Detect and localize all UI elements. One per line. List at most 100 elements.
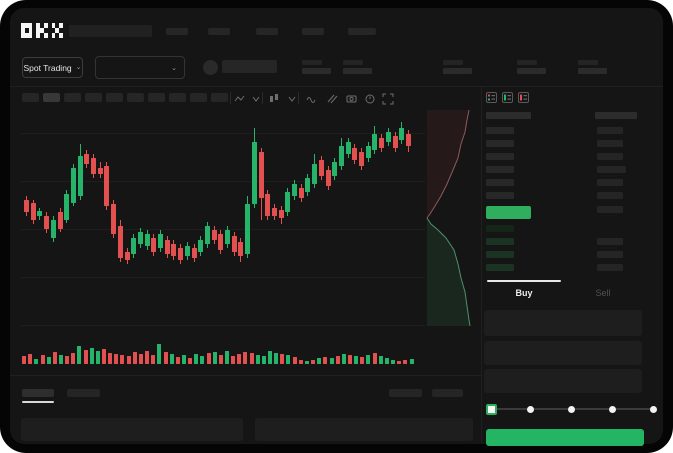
timeframe-chip[interactable] [127, 93, 144, 102]
ask-price-placeholder[interactable] [486, 140, 514, 147]
depth-chart[interactable] [425, 108, 481, 327]
bottom-tab-history[interactable] [67, 389, 100, 397]
volume-bar [384, 358, 389, 364]
ask-price-placeholder[interactable] [486, 166, 514, 173]
candle-body [345, 142, 351, 154]
slider-handle[interactable] [486, 404, 497, 415]
camera-icon[interactable] [346, 92, 358, 104]
volume-bar [335, 356, 340, 364]
timeframe-chip[interactable] [148, 93, 165, 102]
bid-amount-placeholder[interactable] [597, 251, 623, 258]
nav-item-placeholder[interactable] [302, 28, 324, 35]
ask-price-placeholder[interactable] [486, 179, 514, 186]
search-bar-placeholder[interactable] [69, 25, 152, 37]
volume-bar [28, 354, 33, 364]
ask-amount-placeholder[interactable] [597, 140, 623, 147]
pair-selector-dropdown[interactable]: ⌄ [95, 56, 185, 79]
volume-bar [181, 355, 186, 364]
bid-amount-placeholder[interactable] [597, 238, 623, 245]
tab-sell[interactable]: Sell [595, 288, 611, 298]
timeframe-chip[interactable] [22, 93, 39, 102]
toolbar-separator [262, 92, 263, 104]
panel-divider [481, 87, 482, 443]
amount-input-placeholder[interactable] [484, 341, 642, 365]
nav-item-placeholder[interactable] [166, 28, 188, 35]
timeframe-chip[interactable] [85, 93, 102, 102]
draw-icon[interactable] [326, 92, 338, 104]
buy-submit-button[interactable] [486, 429, 644, 446]
candles-style-icon[interactable] [268, 92, 280, 104]
candle-body [151, 238, 157, 252]
chevron-down-icon[interactable] [286, 92, 298, 104]
market-type-dropdown[interactable]: Spot Trading ⌄ [22, 57, 83, 78]
volume-chart[interactable] [20, 338, 425, 366]
bottom-action-placeholder[interactable] [432, 389, 463, 397]
candle-body [405, 134, 411, 146]
ask-amount-placeholder[interactable] [597, 192, 623, 199]
candle-body [325, 170, 331, 186]
bid-price-placeholder[interactable] [486, 251, 514, 258]
ask-price-placeholder[interactable] [486, 127, 514, 134]
ask-price-placeholder[interactable] [486, 153, 514, 160]
chevron-down-icon[interactable] [250, 92, 262, 104]
volume-bar [249, 353, 254, 364]
last-price-bar[interactable] [486, 206, 531, 219]
timeframe-chip[interactable] [190, 93, 207, 102]
candle-body [131, 238, 137, 254]
okx-logo[interactable] [21, 23, 63, 38]
volume-bar [237, 354, 242, 364]
toolbar-separator [298, 92, 299, 104]
nav-item-placeholder[interactable] [256, 28, 278, 35]
volume-bar [409, 359, 414, 364]
slider-step-dot[interactable] [568, 405, 575, 413]
ask-price-placeholder[interactable] [486, 192, 514, 199]
tab-buy[interactable]: Buy [515, 288, 533, 298]
volume-bar [341, 354, 346, 364]
volume-bar [261, 356, 266, 364]
volume-bar [194, 354, 199, 364]
volume-bar [71, 353, 76, 364]
nav-item-placeholder[interactable] [348, 28, 376, 35]
fullscreen-icon[interactable] [382, 92, 394, 105]
candle-body [352, 148, 358, 160]
slider-step-dot[interactable] [650, 405, 657, 413]
candle-body [399, 128, 405, 140]
book-bids-view-icon[interactable] [502, 90, 513, 103]
price-input-placeholder[interactable] [484, 310, 642, 336]
candle-body [265, 194, 271, 216]
book-split-view-icon[interactable] [486, 90, 497, 103]
ask-amount-placeholder[interactable] [597, 153, 623, 160]
candle-body [245, 204, 251, 254]
timeframe-chip[interactable] [106, 93, 123, 102]
bid-price-placeholder[interactable] [486, 264, 514, 271]
volume-bar [52, 352, 57, 364]
slider-step-dot[interactable] [527, 405, 534, 413]
ask-amount-placeholder[interactable] [597, 166, 626, 173]
bid-price-placeholder[interactable] [486, 225, 514, 232]
timer-icon[interactable] [364, 92, 376, 104]
ask-amount-placeholder[interactable] [597, 127, 623, 134]
bid-amount-placeholder[interactable] [597, 264, 623, 271]
indicator-icon[interactable] [306, 92, 318, 104]
book-asks-view-icon[interactable] [518, 90, 529, 103]
timeframe-chip[interactable] [43, 93, 60, 102]
bottom-tab-orders[interactable] [22, 389, 54, 397]
timeframe-chip[interactable] [211, 93, 228, 102]
timeframe-chip[interactable] [64, 93, 81, 102]
candle-body [104, 166, 110, 206]
nav-item-placeholder[interactable] [208, 28, 230, 35]
bid-price-placeholder[interactable] [486, 238, 514, 245]
total-input-placeholder[interactable] [484, 369, 642, 393]
slider-step-dot[interactable] [609, 405, 616, 413]
volume-bar [188, 358, 193, 364]
volume-bar [391, 360, 395, 364]
bottom-action-placeholder[interactable] [389, 389, 422, 397]
line-style-icon[interactable] [234, 92, 246, 104]
market-type-label: Spot Trading [23, 62, 72, 73]
timeframe-chip[interactable] [169, 93, 186, 102]
candle-body [178, 248, 184, 260]
volume-bar [304, 361, 309, 364]
candlestick-chart[interactable] [20, 108, 425, 330]
ask-amount-placeholder[interactable] [597, 179, 623, 186]
